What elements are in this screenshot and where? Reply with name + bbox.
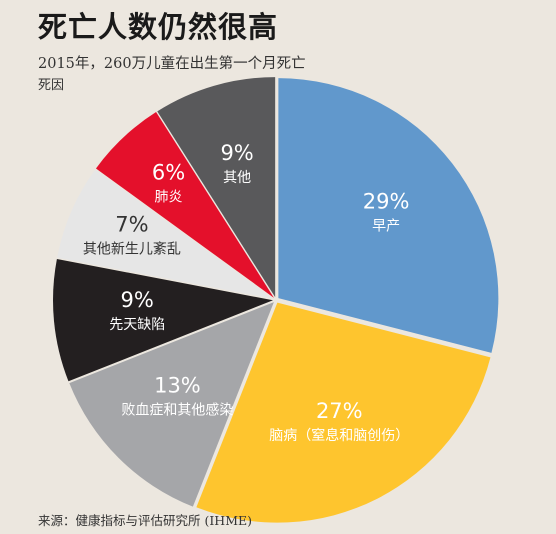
slice-percent-label: 9% (121, 288, 154, 312)
slice-category-label: 肺炎 (155, 190, 183, 206)
pie-slice (69, 302, 274, 507)
slice-percent-label: 27% (316, 399, 363, 423)
pie-slice (157, 77, 276, 298)
slice-category-label: 其他 (223, 170, 251, 186)
pie-slice (196, 302, 491, 523)
slice-category-label: 其他新生儿紊乱 (83, 241, 181, 258)
slice-category-label: 早产 (372, 219, 400, 235)
source-note: 来源：健康指标与评估研究所 (IHME) (38, 513, 252, 528)
chart-subtitle: 2015年，260万儿童在出生第一个月死亡 (38, 56, 306, 72)
pie-slice (57, 169, 274, 299)
slice-percent-label: 7% (115, 213, 148, 237)
slice-category-label: 脑病（窒息和脑创伤） (269, 427, 409, 444)
slice-category-label: 败血症和其他感染 (121, 402, 233, 419)
pie-slice (53, 259, 274, 382)
slice-percent-label: 6% (152, 161, 185, 185)
slice-category-label: 先天缺陷 (109, 317, 165, 333)
pie-slice (278, 78, 499, 353)
chart-subtitle-causes: 死因 (38, 78, 65, 93)
pie-slice (95, 112, 274, 298)
chart-title: 死亡人数仍然很高 (38, 10, 279, 44)
slice-percent-label: 9% (220, 141, 253, 165)
slice-percent-label: 13% (154, 374, 201, 398)
slice-percent-label: 29% (363, 190, 410, 214)
